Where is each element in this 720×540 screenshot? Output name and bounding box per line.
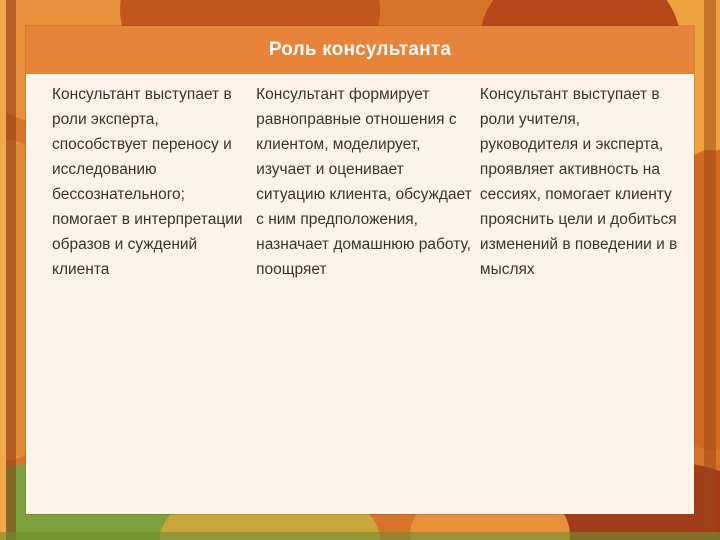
text-columns: Консультант выступает в роли эксперта, с… <box>26 74 694 282</box>
background-stripe-left <box>6 0 16 540</box>
text-column-3: Консультант выступает в роли учителя, ру… <box>479 86 678 278</box>
slide-title-bar: Роль консультанта <box>26 26 694 74</box>
content-card: Роль консультанта Консультант выступает … <box>26 26 694 514</box>
text-column-2: Консультант формирует равноправные отнош… <box>256 86 472 278</box>
page-title: Роль консультанта <box>268 39 452 60</box>
background-stripe-bottom <box>0 532 720 540</box>
background-stripe-right <box>704 0 716 540</box>
background-stripe-left-outer <box>0 0 6 540</box>
text-column-1: Консультант выступает в роли эксперта, с… <box>52 86 243 278</box>
